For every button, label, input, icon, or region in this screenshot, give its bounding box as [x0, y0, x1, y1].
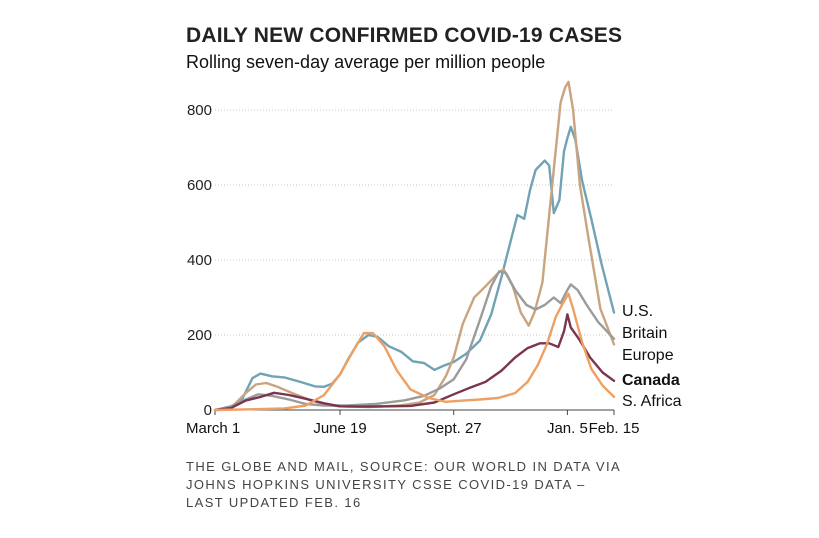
- x-tick-label-4: Feb. 15: [589, 420, 640, 437]
- y-tick-label-0: 0: [204, 402, 212, 419]
- source-line-1: THE GLOBE AND MAIL, SOURCE: OUR WORLD IN…: [186, 459, 622, 474]
- chart-title: DAILY NEW CONFIRMED COVID-19 CASES: [186, 24, 623, 47]
- source-line-2: JOHNS HOPKINS UNIVERSITY CSSE COVID-19 D…: [186, 477, 586, 492]
- series-label-europe: Europe: [622, 347, 674, 364]
- series-line-europe: [213, 270, 616, 412]
- source-note: THE GLOBE AND MAIL, SOURCE: OUR WORLD IN…: [186, 458, 621, 512]
- y-tick-label-800: 800: [187, 102, 212, 119]
- y-tick-labels: 0 200 400 600 800: [187, 102, 212, 419]
- series-line-u-s: [213, 125, 616, 412]
- x-tick-label-3: Jan. 5: [547, 420, 588, 437]
- series-label-u-s: U.S.: [622, 303, 653, 320]
- series-line-britain: [213, 80, 616, 412]
- x-tick-labels: March 1 June 19 Sept. 27 Jan. 5 Feb. 15: [186, 410, 639, 437]
- series-line-s-africa: [213, 292, 616, 412]
- series-label-britain: Britain: [622, 325, 667, 342]
- x-tick-label-0: March 1: [186, 420, 240, 437]
- x-tick-label-1: June 19: [313, 420, 366, 437]
- chart-subtitle: Rolling seven-day average per million pe…: [186, 52, 546, 72]
- y-tick-label-200: 200: [187, 327, 212, 344]
- gridlines: [215, 109, 614, 411]
- series-end-labels: U.S. Britain Europe Canada S. Africa: [622, 303, 682, 410]
- x-tick-label-2: Sept. 27: [426, 420, 482, 437]
- series-line-canada: [213, 313, 616, 412]
- series-lines: [213, 80, 616, 412]
- y-tick-label-400: 400: [187, 252, 212, 269]
- series-label-canada: Canada: [622, 372, 680, 389]
- y-tick-label-600: 600: [187, 177, 212, 194]
- series-label-s-africa: S. Africa: [622, 393, 682, 410]
- source-line-3: LAST UPDATED FEB. 16: [186, 495, 362, 510]
